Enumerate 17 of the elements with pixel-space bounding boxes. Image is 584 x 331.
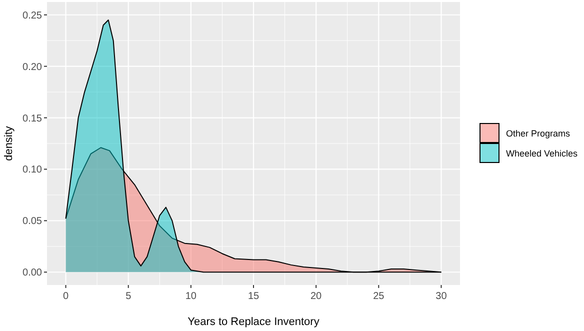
y-tick-label: 0.10 <box>22 164 42 176</box>
x-tick-label: 15 <box>248 291 260 302</box>
y-tick-label: 0.15 <box>22 113 42 124</box>
x-tick-label: 20 <box>310 291 322 302</box>
y-tick-label: 0.05 <box>22 216 42 228</box>
x-tick-label: 30 <box>436 291 448 302</box>
y-tick-label: 0.00 <box>22 268 42 279</box>
y-axis-title: density <box>3 126 15 161</box>
x-tick-label: 0 <box>62 291 69 302</box>
x-axis-title: Years to Replace Inventory <box>188 316 320 328</box>
y-tick-label: 0.25 <box>22 10 42 22</box>
x-tick-label: 5 <box>126 291 132 302</box>
y-tick-label: 0.20 <box>22 62 42 73</box>
legend-label: Other Programs <box>506 128 571 138</box>
x-tick-label: 25 <box>373 291 385 302</box>
legend-label: Wheeled Vehicles <box>506 148 578 158</box>
x-tick-label: 10 <box>185 291 197 302</box>
